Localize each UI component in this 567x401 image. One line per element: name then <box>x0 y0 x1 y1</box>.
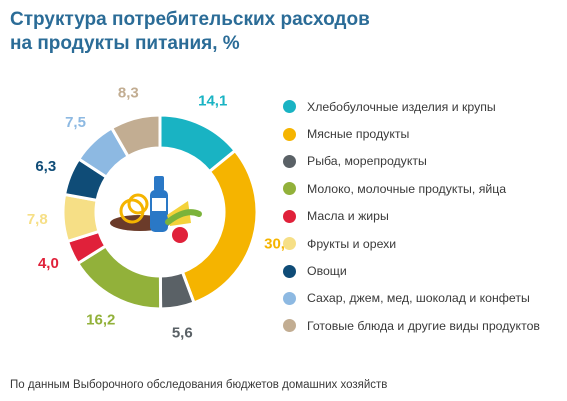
slice-value-label: 7,5 <box>65 114 86 131</box>
food-products-icon <box>110 176 202 243</box>
chart-legend: Хлебобулочные изделия и крупы Мясные про… <box>283 93 540 340</box>
pie-slice <box>109 113 162 159</box>
slice-value-label: 4,0 <box>38 255 59 272</box>
legend-label: Хлебобулочные изделия и крупы <box>307 99 496 114</box>
slice-value-label: 7,8 <box>27 211 48 228</box>
legend-item: Овощи <box>283 257 540 284</box>
legend-item: Сахар, джем, мед, шоколад и конфеты <box>283 285 540 312</box>
legend-label: Овощи <box>307 264 347 279</box>
legend-item: Масла и жиры <box>283 203 540 230</box>
chart-title-line-1: Структура потребительских расходов <box>10 9 370 30</box>
source-note: По данным Выборочного обследования бюдже… <box>10 379 388 391</box>
legend-label: Сахар, джем, мед, шоколад и конфеты <box>307 291 530 306</box>
donut-chart: 14,130,25,616,24,07,86,37,58,3 <box>27 85 294 340</box>
legend-swatch <box>283 154 296 168</box>
slice-value-label: 6,3 <box>35 158 56 175</box>
legend-label: Масла и жиры <box>307 209 389 224</box>
legend-label: Готовые блюда и другие виды продуктов <box>307 318 540 333</box>
legend-item: Фрукты и орехи <box>283 230 540 257</box>
slice-value-label: 16,2 <box>86 311 115 328</box>
legend-swatch <box>283 319 296 333</box>
legend-swatch <box>283 264 296 278</box>
legend-item: Молоко, молочные продукты, яйца <box>283 175 540 202</box>
legend-item: Хлебобулочные изделия и крупы <box>283 93 540 120</box>
pie-slice <box>180 148 259 305</box>
legend-label: Мясные продукты <box>307 127 410 142</box>
legend-swatch <box>283 209 296 223</box>
legend-swatch <box>283 182 296 196</box>
legend-swatch <box>283 127 296 141</box>
legend-label: Фрукты и орехи <box>307 236 397 251</box>
legend-swatch <box>283 291 296 305</box>
legend-label: Молоко, молочные продукты, яйца <box>307 181 507 196</box>
legend-item: Мясные продукты <box>283 120 540 147</box>
legend-swatch <box>283 237 296 251</box>
slice-value-label: 5,6 <box>172 324 193 340</box>
chart-title-line-2: на продукты питания, % <box>10 33 240 54</box>
slice-value-label: 8,3 <box>118 85 139 102</box>
legend-swatch <box>283 100 296 114</box>
legend-item: Готовые блюда и другие виды продуктов <box>283 312 540 339</box>
chart-title: Структура потребительских расходов на пр… <box>10 8 430 56</box>
legend-label: Рыба, морепродукты <box>307 154 427 169</box>
slice-value-label: 14,1 <box>198 92 227 109</box>
pie-slice <box>61 192 101 244</box>
legend-item: Рыба, морепродукты <box>283 148 540 175</box>
